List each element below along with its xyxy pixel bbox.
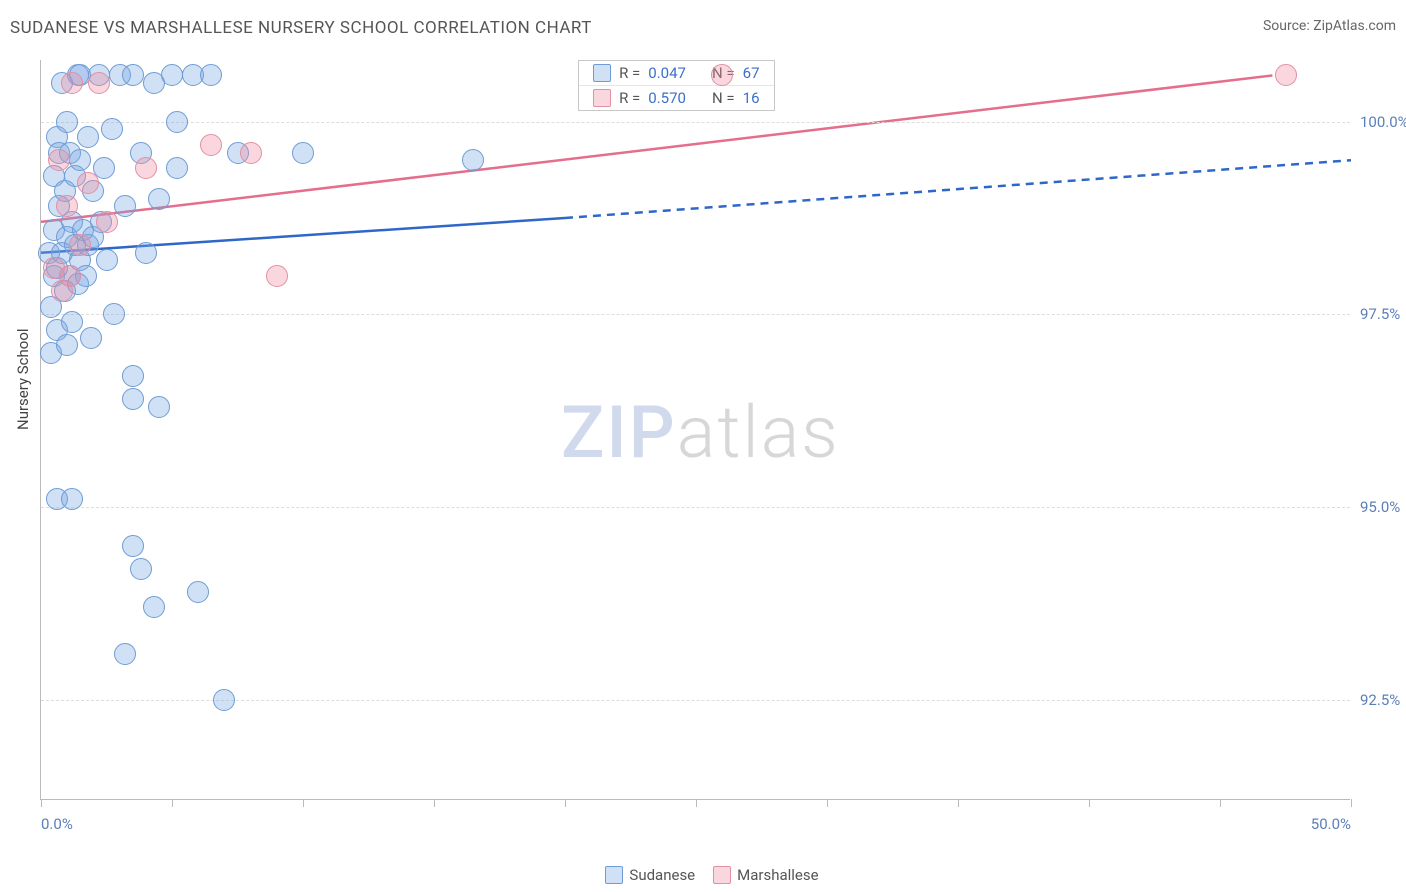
sudanese-marker [69,149,91,171]
sudanese-marker [462,149,484,171]
sudanese-marker [143,596,165,618]
sudanese-marker [101,118,123,140]
sudanese-marker [103,303,125,325]
marshallese-marker [59,265,81,287]
marshallese-marker [69,234,91,256]
sudanese-marker [200,64,222,86]
sudanese-marker [77,126,99,148]
sudanese-marker [148,188,170,210]
gridline [41,122,1350,123]
x-tick [434,799,435,807]
r-label: R = [619,89,640,107]
x-tick [41,799,42,807]
stats-row: R = 0.570 N = 16 [579,86,773,110]
trendlines-svg [41,60,1350,799]
y-tick-label: 100.0% [1354,113,1406,131]
chart-title: SUDANESE VS MARSHALLESE NURSERY SCHOOL C… [10,18,592,38]
n-value: 16 [743,89,760,107]
x-tick [1220,799,1221,807]
marshallese-marker [61,72,83,94]
sudanese-marker [56,111,78,133]
sudanese-marker [56,334,78,356]
x-tick [303,799,304,807]
y-tick-label: 92.5% [1354,691,1400,709]
sudanese-marker [96,249,118,271]
marshallese-marker [88,72,110,94]
x-tick-label: 50.0% [1311,815,1351,833]
sudanese-marker [161,64,183,86]
r-label: R = [619,64,640,82]
marshallese-marker [56,195,78,217]
sudanese-marker [166,111,188,133]
sudanese-marker [61,488,83,510]
sudanese-marker [166,157,188,179]
sudanese-marker [114,643,136,665]
sudanese-marker [148,396,170,418]
r-value: 0.047 [648,64,686,82]
n-label: N = [712,89,735,107]
marshallese-marker [240,142,262,164]
gridline [41,314,1350,315]
bottom-legend: Sudanese Marshallese [0,866,1406,884]
sudanese-marker [187,581,209,603]
marshallese-marker [1275,64,1297,86]
legend-label: Marshallese [737,866,818,884]
plot-area: ZIPatlas R =0.047N =67R =0.570N =16 100.… [40,60,1350,800]
marshallese-marker [266,265,288,287]
sudanese-marker [122,388,144,410]
title-bar: SUDANESE VS MARSHALLESE NURSERY SCHOOL C… [10,18,1396,44]
marshallese-marker [711,64,733,86]
sudanese-marker [213,689,235,711]
x-tick [696,799,697,807]
x-tick [1089,799,1090,807]
sudanese-marker [135,242,157,264]
sudanese-marker [114,195,136,217]
sudanese-marker [122,64,144,86]
sudanese-swatch-icon [593,64,611,82]
gridline [41,700,1350,701]
n-value: 67 [743,64,760,82]
y-axis-label: Nursery School [14,328,32,430]
marshallese-marker [135,157,157,179]
x-tick [1351,799,1352,807]
x-tick-label: 0.0% [41,815,73,833]
sudanese-marker [122,535,144,557]
marshallese-swatch-icon [713,866,731,884]
gridline [41,507,1350,508]
sudanese-marker [61,311,83,333]
sudanese-marker [292,142,314,164]
marshallese-marker [200,134,222,156]
x-tick [172,799,173,807]
marshallese-marker [77,172,99,194]
sudanese-marker [122,365,144,387]
r-value: 0.570 [648,89,686,107]
stats-legend: R = 0.047 N = 67 R = 0.570 N = 16 [578,60,774,111]
marshallese-swatch-icon [593,89,611,107]
sudanese-marker [130,558,152,580]
marshallese-marker [96,211,118,233]
trendline [41,218,565,253]
x-tick [827,799,828,807]
sudanese-marker [80,327,102,349]
source-label: Source: ZipAtlas.com [1263,18,1396,34]
sudanese-swatch-icon [605,866,623,884]
x-tick [958,799,959,807]
y-tick-label: 95.0% [1354,498,1400,516]
stats-row: R =0.047N =67 [579,61,773,86]
x-tick [565,799,566,807]
y-tick-label: 97.5% [1354,305,1400,323]
legend-label: Sudanese [629,866,695,884]
marshallese-marker [48,149,70,171]
trendline [565,160,1351,218]
